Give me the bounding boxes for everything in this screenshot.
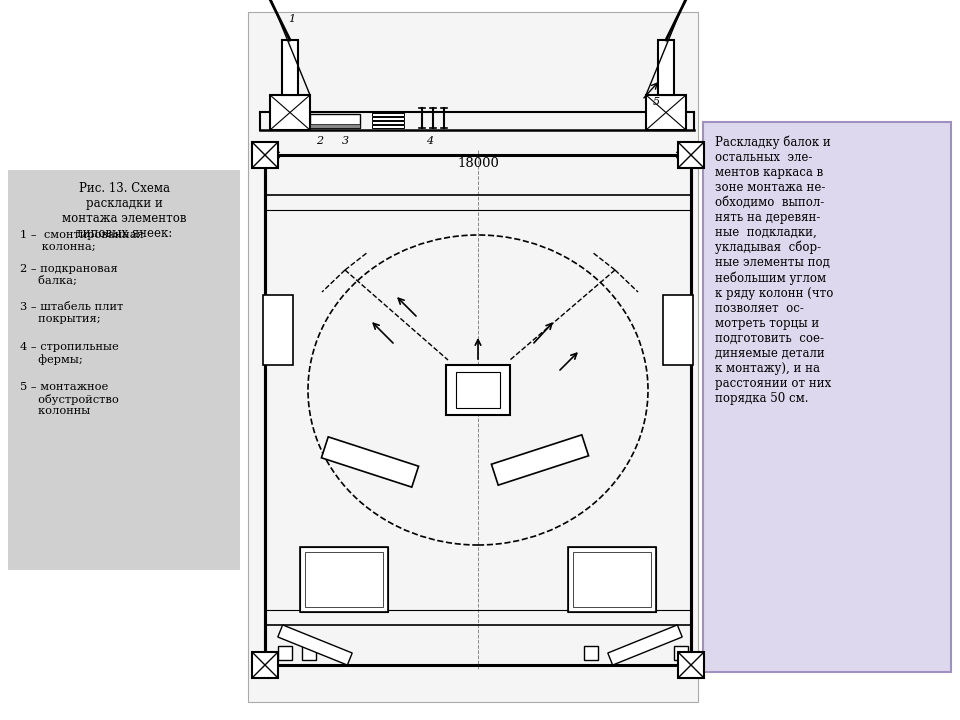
Text: 4 – стропильные
     фермы;: 4 – стропильные фермы; (20, 342, 119, 364)
Bar (678, 142, 704, 168)
Bar (305, 552, 383, 607)
Text: 2: 2 (317, 136, 324, 146)
Text: 3 – штабель плит
     покрытия;: 3 – штабель плит покрытия; (20, 302, 123, 323)
Text: 18000: 18000 (457, 157, 499, 170)
Bar (584, 646, 598, 660)
Bar (446, 365, 510, 415)
Bar (300, 547, 388, 612)
Bar (282, 40, 298, 95)
Bar (658, 40, 674, 95)
Bar (372, 113, 404, 116)
Bar (372, 117, 404, 120)
Text: 1: 1 (288, 14, 296, 24)
Bar (568, 547, 656, 612)
Bar (703, 122, 951, 672)
Polygon shape (277, 625, 352, 665)
Text: 5: 5 (653, 97, 660, 107)
Bar (270, 95, 310, 130)
Text: 3: 3 (342, 136, 348, 146)
Bar (568, 547, 656, 612)
Text: Рис. 13. Схема
раскладки и
монтажа элементов
типовых ячеек:: Рис. 13. Схема раскладки и монтажа элеме… (61, 182, 186, 240)
Text: 5 – монтажное
     обустройство
     колонны: 5 – монтажное обустройство колонны (20, 382, 119, 416)
Text: 4: 4 (426, 136, 434, 146)
Bar (302, 646, 316, 660)
Bar (8, 170, 240, 570)
Bar (646, 95, 686, 130)
Bar (252, 142, 278, 168)
Bar (372, 125, 404, 128)
Polygon shape (322, 437, 419, 487)
Bar (252, 652, 278, 678)
Bar (663, 295, 693, 365)
Bar (674, 646, 688, 660)
Text: 1 –  смонтированная
      колонна;: 1 – смонтированная колонна; (20, 230, 144, 251)
Bar (310, 114, 360, 128)
Bar (300, 547, 388, 612)
Polygon shape (608, 625, 683, 665)
Polygon shape (492, 435, 588, 485)
Bar (678, 652, 704, 678)
Bar (372, 121, 404, 124)
Bar (248, 12, 698, 702)
Bar (573, 552, 651, 607)
Text: 2 – подкрановая
     балка;: 2 – подкрановая балка; (20, 264, 118, 286)
Bar (278, 646, 292, 660)
Bar (310, 124, 360, 128)
Bar (456, 372, 500, 408)
Text: Раскладку балок и
остальных  эле-
ментов каркаса в
зоне монтажа не-
обходимо  вы: Раскладку балок и остальных эле- ментов … (715, 135, 833, 405)
Bar (263, 295, 293, 365)
